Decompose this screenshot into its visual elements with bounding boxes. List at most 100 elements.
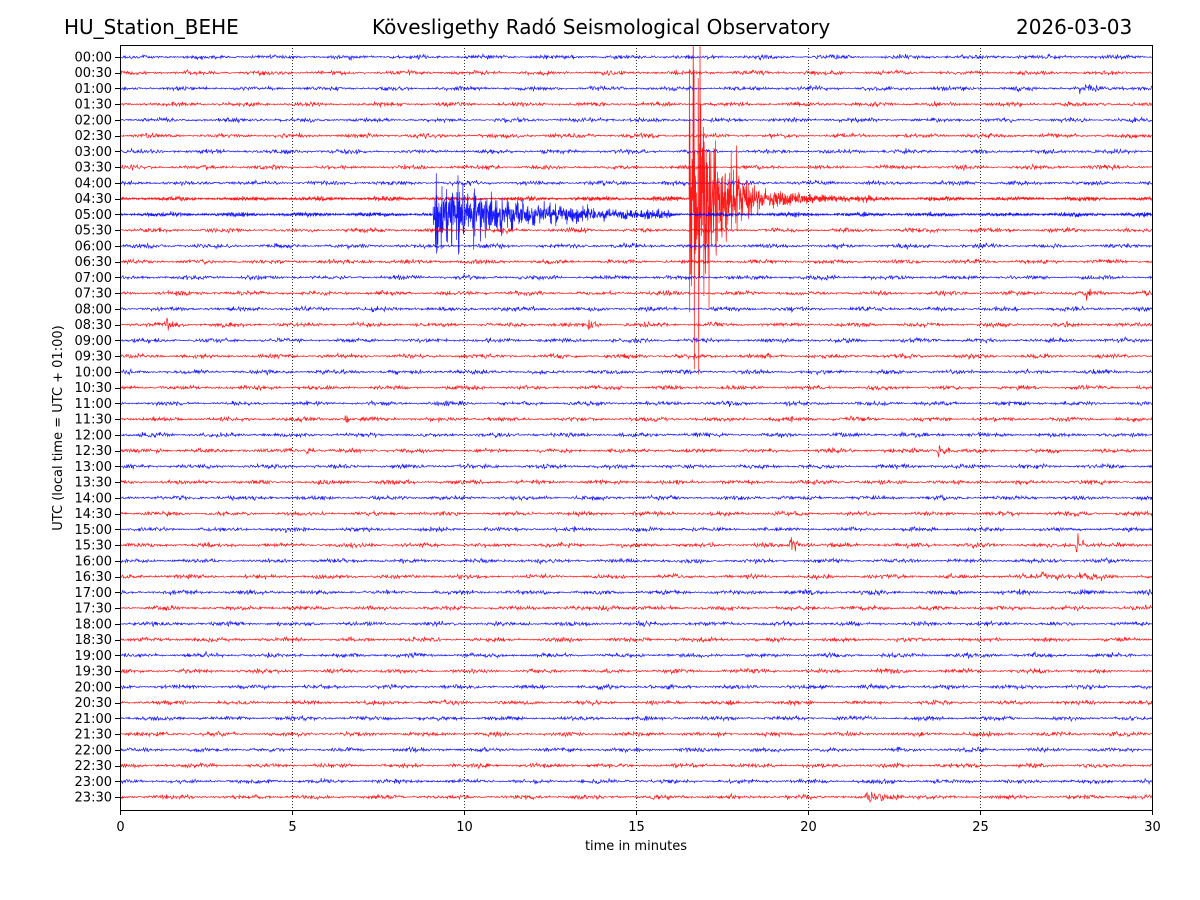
trace-row-1300 (120, 462, 1152, 471)
trace-row-0130 (120, 100, 1152, 108)
trace-row-1630 (120, 570, 1152, 582)
trace-row-2130 (120, 730, 1152, 738)
y-tick-label: 15:00 (75, 523, 112, 538)
trace-row-1200 (120, 430, 1152, 439)
traces (120, 45, 1152, 803)
trace-row-0830 (120, 317, 1152, 331)
trace-row-1030 (120, 384, 1152, 392)
grid-lines (292, 45, 981, 810)
trace-row-2030 (120, 698, 1152, 707)
trace-row-0930 (120, 352, 1152, 360)
y-tick-label: 18:00 (75, 617, 112, 632)
y-tick-label: 20:30 (75, 696, 112, 711)
trace-row-0330 (120, 163, 1152, 172)
y-tick-label: 17:30 (75, 602, 112, 617)
trace-row-2200 (120, 745, 1152, 754)
trace-row-1700 (120, 588, 1152, 597)
y-tick-label: 23:00 (75, 775, 112, 790)
y-tick-label: 05:00 (75, 208, 112, 223)
trace-row-0700 (120, 273, 1152, 282)
y-tick-label: 12:30 (75, 444, 112, 459)
y-axis-label: UTC (local time = UTC + 01:00) (51, 325, 66, 530)
trace-row-0530 (120, 226, 1152, 235)
trace-row-1600 (120, 557, 1152, 565)
x-tick-label: 5 (288, 820, 296, 835)
y-tick-label: 07:30 (75, 287, 112, 302)
trace-row-1530 (120, 533, 1152, 553)
y-tick-label: 06:30 (75, 255, 112, 270)
date-label: 2026-03-03 (1016, 15, 1133, 39)
x-axis: 0 5 10 15 20 25 30 (116, 810, 1161, 835)
trace-row-0230 (120, 131, 1152, 140)
trace-row-0500 (120, 173, 1152, 255)
y-tick-label: 02:30 (75, 129, 112, 144)
y-tick-label: 15:30 (75, 539, 112, 554)
y-tick-label: 03:00 (75, 145, 112, 160)
x-tick-label: 0 (116, 820, 124, 835)
trace-row-1100 (120, 399, 1152, 408)
y-tick-label: 05:30 (75, 224, 112, 239)
y-tick-label: 17:00 (75, 586, 112, 601)
y-tick-label: 00:30 (75, 66, 112, 81)
y-tick-label: 22:00 (75, 743, 112, 758)
y-tick-label: 00:00 (75, 51, 112, 66)
trace-row-0300 (120, 147, 1152, 156)
trace-row-0900 (120, 335, 1152, 344)
y-tick-label: 09:30 (75, 350, 112, 365)
trace-row-0100 (120, 83, 1152, 95)
y-tick-label: 13:30 (75, 476, 112, 491)
chart-title: Kövesligethy Radó Seismological Observat… (372, 15, 831, 39)
y-tick-label: 11:30 (75, 413, 112, 428)
x-tick-label: 15 (628, 820, 645, 835)
y-tick-label: 16:00 (75, 554, 112, 569)
trace-row-0630 (120, 257, 1152, 266)
trace-row-0600 (120, 242, 1152, 251)
trace-row-1500 (120, 525, 1152, 533)
trace-row-1800 (120, 619, 1152, 628)
y-axis: 00:0000:3001:0001:3002:0002:3003:0003:30… (75, 51, 120, 806)
y-tick-label: 10:30 (75, 381, 112, 396)
y-tick-label: 04:30 (75, 192, 112, 207)
x-tick-label: 10 (456, 820, 473, 835)
y-tick-label: 04:00 (75, 176, 112, 191)
station-label: HU_Station_BEHE (64, 15, 239, 39)
trace-row-0030 (120, 69, 1152, 77)
trace-row-0000 (120, 52, 1152, 61)
trace-row-0800 (120, 305, 1152, 314)
y-tick-label: 22:30 (75, 759, 112, 774)
trace-row-2300 (120, 777, 1152, 786)
y-tick-label: 21:00 (75, 712, 112, 727)
y-tick-label: 02:00 (75, 113, 112, 128)
trace-row-2000 (120, 683, 1152, 691)
y-tick-label: 23:30 (75, 791, 112, 806)
trace-row-1430 (120, 509, 1152, 518)
trace-row-2100 (120, 714, 1152, 723)
trace-row-1330 (120, 478, 1152, 486)
x-tick-label: 25 (972, 820, 989, 835)
y-tick-label: 07:00 (75, 271, 112, 286)
y-tick-label: 03:30 (75, 161, 112, 176)
trace-row-1400 (120, 494, 1152, 502)
trace-row-1830 (120, 635, 1152, 644)
trace-row-2330 (120, 791, 1152, 803)
y-tick-label: 10:00 (75, 365, 112, 380)
y-tick-label: 06:00 (75, 239, 112, 254)
trace-row-0400 (120, 179, 1152, 187)
y-tick-label: 21:30 (75, 728, 112, 743)
y-tick-label: 19:00 (75, 649, 112, 664)
trace-row-1930 (120, 667, 1152, 676)
x-axis-label: time in minutes (585, 839, 687, 854)
y-tick-label: 01:00 (75, 82, 112, 97)
y-tick-label: 19:30 (75, 665, 112, 680)
trace-row-0730 (120, 288, 1152, 301)
y-tick-label: 20:00 (75, 680, 112, 695)
y-tick-label: 18:30 (75, 633, 112, 648)
trace-row-2230 (120, 761, 1152, 770)
y-tick-label: 08:30 (75, 318, 112, 333)
y-tick-label: 14:00 (75, 491, 112, 506)
y-tick-label: 11:00 (75, 397, 112, 412)
y-tick-label: 01:30 (75, 98, 112, 113)
trace-row-1130 (120, 415, 1152, 424)
x-tick-label: 20 (800, 820, 817, 835)
